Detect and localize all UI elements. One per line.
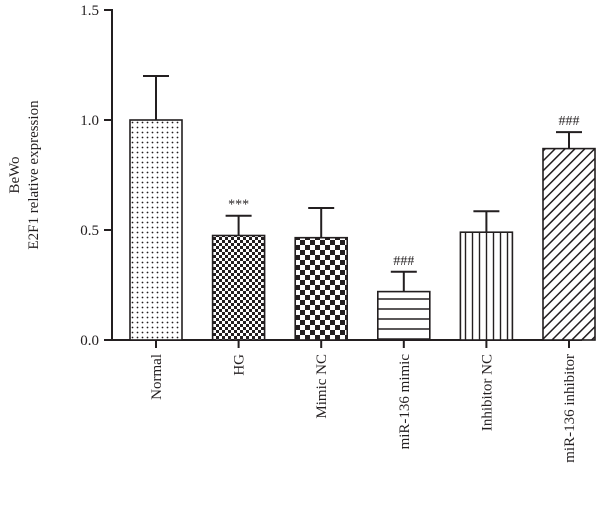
x-tick-label: Inhibitor NC <box>479 354 495 431</box>
bar <box>542 147 596 341</box>
significance-label: *** <box>228 198 249 213</box>
significance-label: ### <box>559 114 580 129</box>
y-tick-label: 1.5 <box>80 3 99 19</box>
significance-label: ### <box>393 254 414 269</box>
bar <box>459 231 514 341</box>
y-tick-label: 1.0 <box>80 113 99 129</box>
x-tick-label: Mimic NC <box>314 354 330 419</box>
x-tick-label: miR-136 mimic <box>397 354 413 450</box>
y-tick-label: 0.5 <box>80 223 99 239</box>
x-tick-label: HG <box>232 354 248 376</box>
x-tick-label: Normal <box>149 354 165 400</box>
y-axis-title: BeWo E2F1 relative expression <box>7 100 42 250</box>
x-tick-label: miR-136 inhibitor <box>562 354 578 463</box>
x-axis-labels: Normal HG Mimic NC miR-136 mimic Inhibitor N… <box>149 354 578 463</box>
y-axis-title-line: BeWo <box>7 156 23 193</box>
y-axis-title-line: E2F1 relative expression <box>26 100 42 250</box>
bar <box>129 119 183 341</box>
bar <box>294 236 349 341</box>
bar <box>211 234 266 341</box>
bars: *** ### ### <box>129 75 596 341</box>
y-tick-label: 0.0 <box>80 333 99 349</box>
bar <box>376 290 431 341</box>
